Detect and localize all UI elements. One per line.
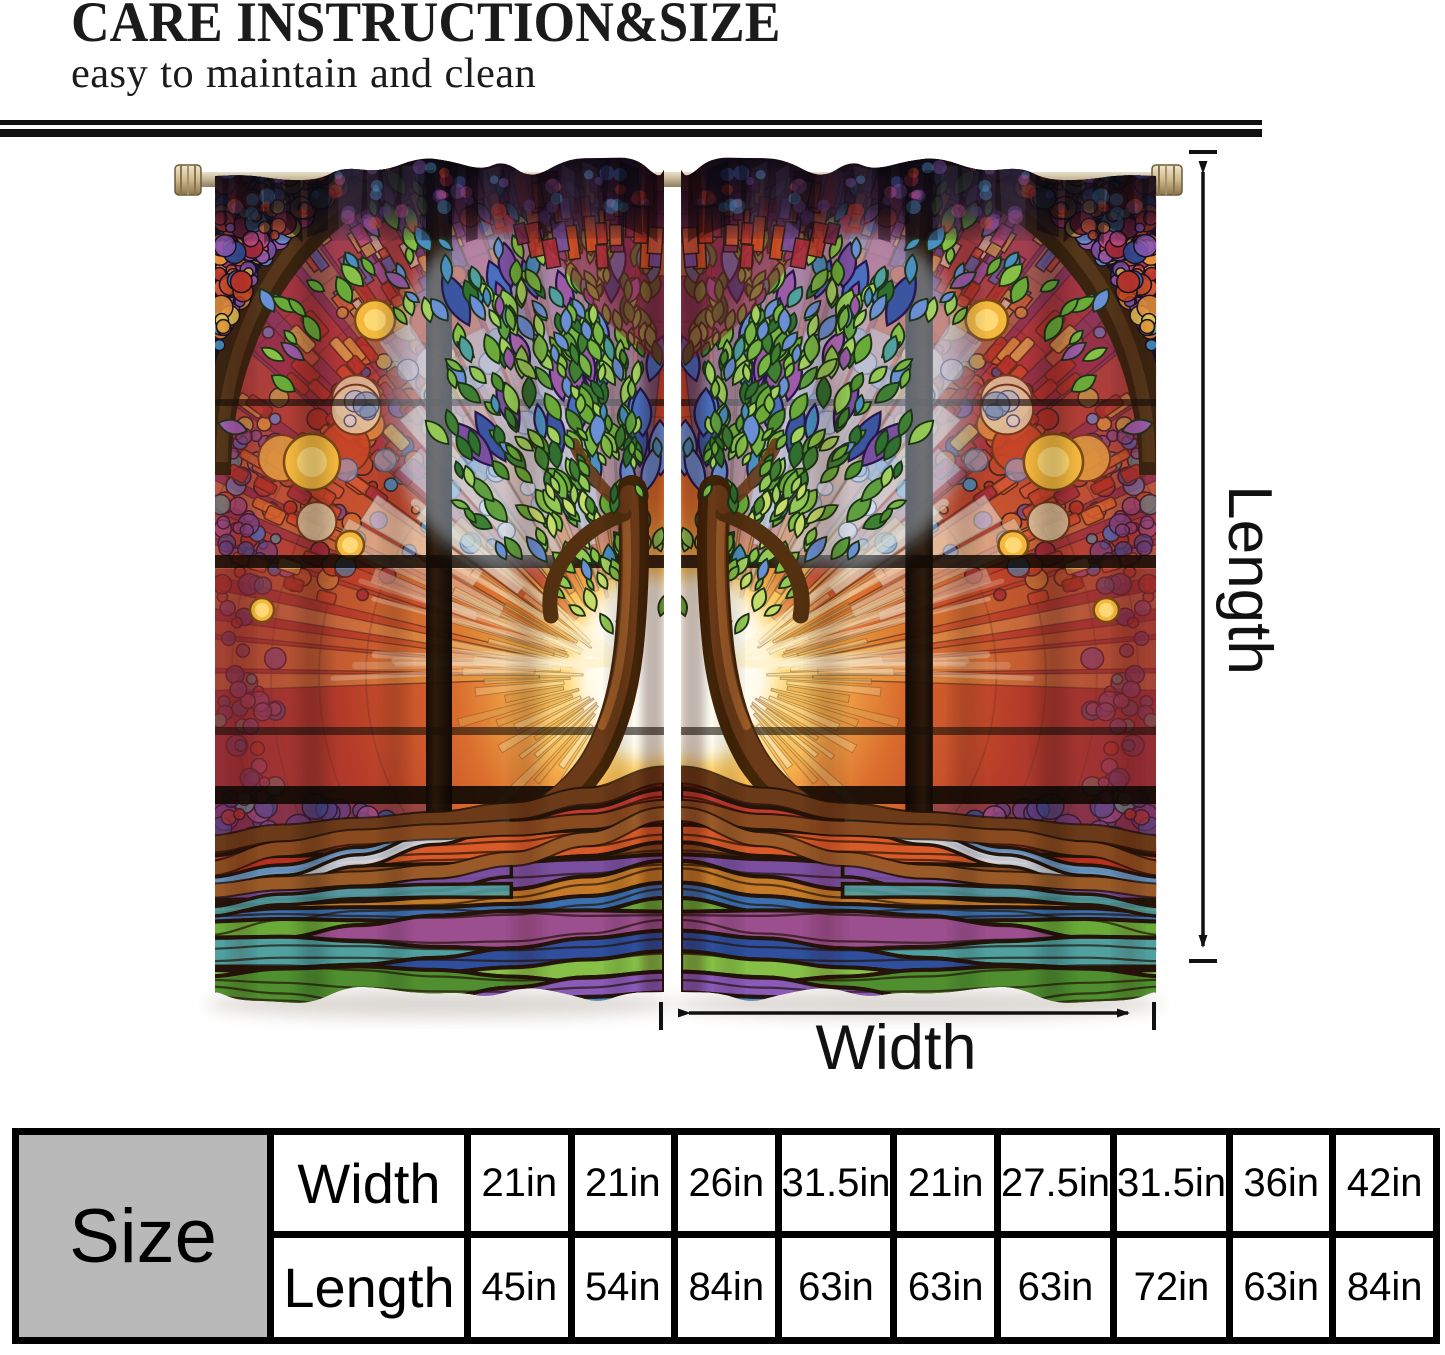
svg-text:Length: Length — [1215, 485, 1284, 675]
svg-text:Width: Width — [815, 1013, 976, 1083]
